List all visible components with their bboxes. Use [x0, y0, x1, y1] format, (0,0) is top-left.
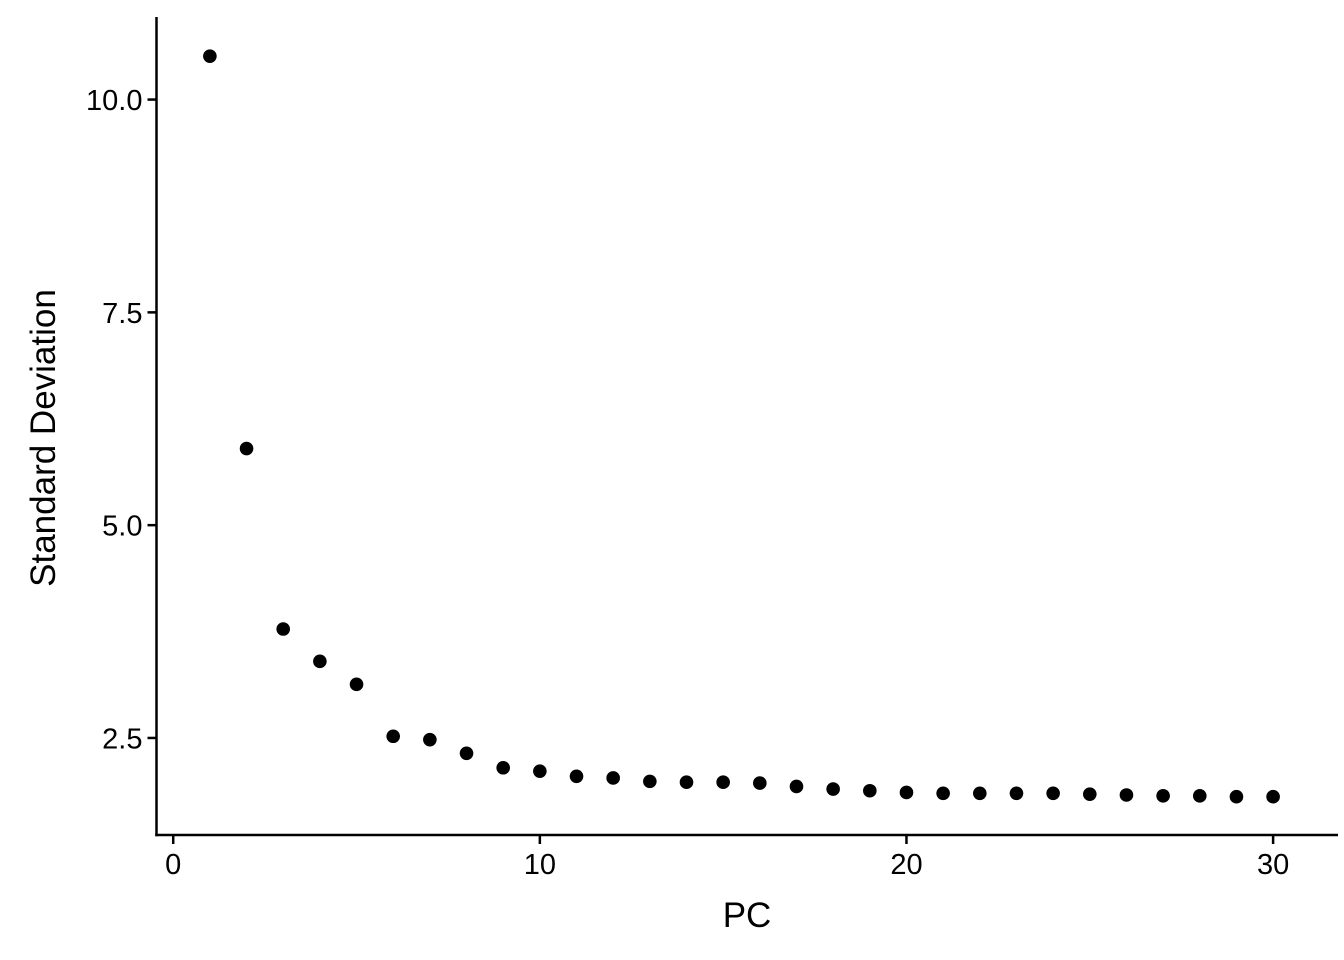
- data-point: [239, 441, 254, 456]
- y-tick-label: 2.5: [102, 723, 142, 755]
- data-point: [313, 654, 327, 669]
- x-tick-label: 0: [165, 849, 181, 881]
- y-axis-title: Standard Deviation: [24, 289, 63, 587]
- data-point: [826, 782, 840, 796]
- data-point: [569, 769, 584, 784]
- data-point: [276, 622, 291, 636]
- data-point: [1009, 786, 1024, 801]
- data-point: [459, 746, 474, 761]
- x-axis-title: PC: [722, 896, 772, 935]
- y-tick-label: 7.5: [102, 298, 142, 330]
- data-point: [1266, 789, 1280, 804]
- x-tick-label: 10: [524, 849, 556, 881]
- data-point: [203, 49, 217, 63]
- y-tick-label: 10.0: [86, 85, 142, 117]
- data-point: [349, 677, 364, 692]
- y-tick-label: 5.0: [102, 511, 142, 543]
- data-point: [716, 775, 730, 790]
- data-point: [753, 776, 767, 790]
- data-point: [1046, 786, 1060, 801]
- data-point: [496, 760, 510, 775]
- data-point: [936, 786, 950, 801]
- data-point: [863, 783, 877, 798]
- data-point: [679, 775, 694, 790]
- data-point: [973, 786, 987, 801]
- data-point: [423, 732, 437, 747]
- data-point: [1082, 787, 1097, 801]
- data-point: [1156, 789, 1170, 803]
- data-point: [789, 779, 804, 794]
- data-point: [1119, 788, 1134, 802]
- data-point: [643, 774, 657, 789]
- data-point: [1229, 789, 1244, 804]
- x-tick-label: 20: [890, 849, 922, 881]
- x-tick-label: 30: [1257, 849, 1289, 881]
- data-point: [386, 729, 400, 744]
- data-point: [899, 785, 914, 800]
- data-point: [533, 764, 547, 778]
- data-point: [1192, 789, 1207, 803]
- data-point: [606, 771, 620, 785]
